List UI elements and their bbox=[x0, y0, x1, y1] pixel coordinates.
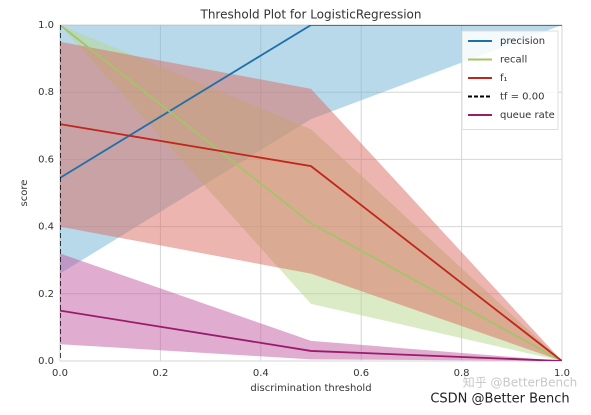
legend: precision recall f₁ tf = 0.00 queue rate bbox=[461, 30, 559, 130]
x-axis-label: discrimination threshold bbox=[250, 383, 371, 394]
series-line bbox=[60, 25, 562, 361]
watermark: CSDN @Better Bench bbox=[430, 392, 569, 407]
series-line bbox=[60, 123, 562, 361]
chart-title: Threshold Plot for LogisticRegression bbox=[200, 8, 422, 22]
x-tick-label: 0.0 bbox=[52, 368, 68, 379]
x-tick-label: 1.0 bbox=[554, 368, 570, 379]
y-tick-label: 0.0 bbox=[38, 356, 54, 367]
watermark: 知乎 @BetterBench bbox=[463, 376, 578, 390]
series-line bbox=[60, 25, 562, 179]
x-tick-label: 0.4 bbox=[253, 368, 269, 379]
legend-box bbox=[461, 30, 559, 130]
confidence-band bbox=[60, 41, 562, 361]
y-tick-label: 0.4 bbox=[38, 222, 54, 233]
y-axis-label: score bbox=[19, 180, 30, 207]
x-tick-label: 0.2 bbox=[152, 368, 168, 379]
x-tick-label: 0.6 bbox=[353, 368, 369, 379]
legend-label: f₁ bbox=[500, 73, 508, 84]
y-tick-label: 0.2 bbox=[38, 289, 54, 300]
confidence-band bbox=[60, 253, 562, 361]
series-line bbox=[60, 309, 562, 361]
x-tick-label: 0.8 bbox=[454, 368, 470, 379]
legend-label: precision bbox=[500, 36, 545, 47]
legend-label: recall bbox=[500, 55, 527, 66]
y-tick-label: 0.6 bbox=[38, 154, 54, 165]
y-tick-label: 0.8 bbox=[38, 87, 54, 98]
legend-label: queue rate bbox=[500, 110, 555, 121]
y-tick-label: 1.0 bbox=[38, 20, 54, 31]
legend-label: tf = 0.00 bbox=[500, 92, 544, 103]
